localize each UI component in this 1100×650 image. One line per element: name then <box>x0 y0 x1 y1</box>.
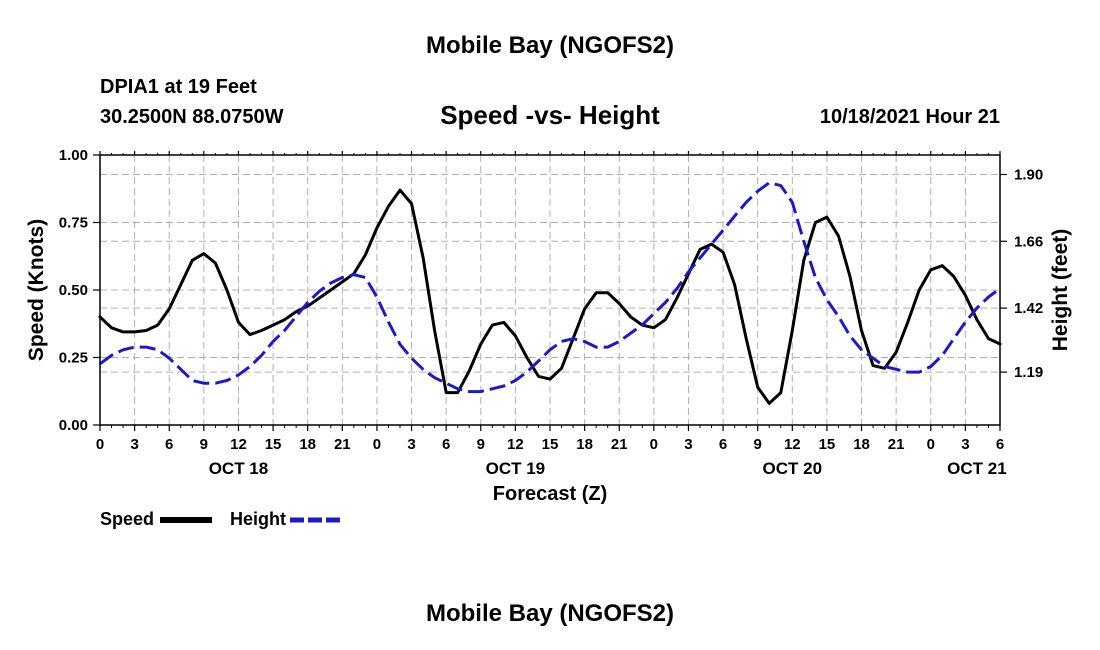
x-tick-label: 6 <box>719 436 727 453</box>
x-tick-label: 18 <box>853 436 870 453</box>
x-tick-label: 0 <box>373 436 381 453</box>
x-tick-label: 21 <box>611 436 628 453</box>
x-tick-label: 9 <box>754 436 762 453</box>
x-tick-label: 18 <box>299 436 316 453</box>
x-tick-label: 21 <box>334 436 351 453</box>
x-tick-label: 12 <box>784 436 801 453</box>
y-right-tick-label: 1.66 <box>1014 233 1043 250</box>
x-date-label: OCT 19 <box>486 459 546 478</box>
y-left-tick-label: 0.25 <box>59 350 88 367</box>
x-tick-label: 9 <box>200 436 208 453</box>
y-left-tick-label: 0.75 <box>59 215 88 232</box>
station-label: DPIA1 at 19 Feet <box>100 76 257 98</box>
y-left-tick-label: 0.00 <box>59 417 88 434</box>
speed-series-line <box>98 188 1002 405</box>
x-tick-label: 0 <box>96 436 104 453</box>
legend-speed-label: Speed <box>100 509 154 529</box>
y-right-tick-label: 1.19 <box>1014 364 1043 381</box>
x-tick-label: 3 <box>130 436 138 453</box>
x-tick-label: 12 <box>507 436 524 453</box>
x-tick-label: 3 <box>684 436 692 453</box>
legend: Speed Height <box>100 509 342 529</box>
x-tick-label: 12 <box>230 436 247 453</box>
y-right-tick-label: 1.42 <box>1014 300 1043 317</box>
series-layer <box>98 181 1002 405</box>
x-tick-label: 3 <box>407 436 415 453</box>
x-tick-label: 6 <box>165 436 173 453</box>
chart-title-repeat: Mobile Bay (NGOFS2) <box>425 600 675 627</box>
chart-title: Mobile Bay (NGOFS2) <box>425 32 675 59</box>
y-axis-left-label: Speed (Knots) <box>25 219 48 361</box>
x-tick-label: 15 <box>265 436 282 453</box>
legend-height-label: Height <box>230 509 286 529</box>
x-axis-label: Forecast (Z) <box>493 483 607 505</box>
coordinates-label: 30.2500N 88.0750W <box>100 106 284 128</box>
y-left-tick-label: 0.50 <box>59 282 88 299</box>
x-tick-label: 6 <box>442 436 450 453</box>
x-tick-label: 18 <box>576 436 593 453</box>
forecast-datetime: 10/18/2021 Hour 21 <box>819 106 1000 128</box>
x-tick-label: 0 <box>927 436 935 453</box>
x-date-label: OCT 18 <box>209 459 269 478</box>
x-date-label: OCT 21 <box>947 459 1007 478</box>
x-date-label: OCT 20 <box>763 459 823 478</box>
axes: 0 3 6 9 12 15 18 21 0 3 6 9 12 15 18 21 0 3 6 9 12 15 18 21 0 3 6 0… <box>59 147 1043 478</box>
x-tick-label: 21 <box>888 436 905 453</box>
y-left-tick-label: 1.00 <box>59 147 88 164</box>
chart-subtitle: Speed -vs- Height <box>440 100 660 130</box>
height-series-line <box>99 181 1001 394</box>
grid <box>100 155 1000 425</box>
x-tick-label: 15 <box>819 436 836 453</box>
y-axis-right-label: Height (feet) <box>1049 229 1072 352</box>
x-tick-label: 9 <box>477 436 485 453</box>
x-tick-label: 3 <box>961 436 969 453</box>
x-tick-label: 6 <box>996 436 1004 453</box>
y-right-tick-label: 1.90 <box>1014 166 1043 183</box>
x-tick-label: 0 <box>650 436 658 453</box>
x-tick-label: 15 <box>542 436 559 453</box>
